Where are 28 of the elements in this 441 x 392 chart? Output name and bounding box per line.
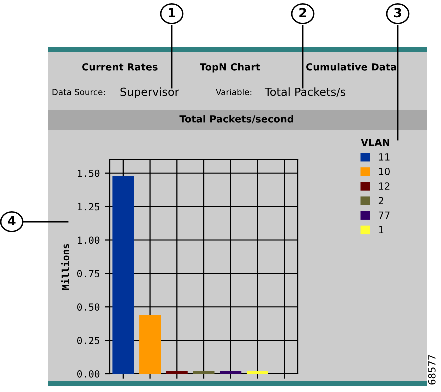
text: 2 <box>300 8 306 18</box>
text: 1 <box>169 8 176 18</box>
legend-label: 11 <box>379 154 390 161</box>
chart-title: Total Packets/second <box>180 115 294 124</box>
text: Supervisor <box>120 88 180 98</box>
y-tick-label: 0.50 <box>77 304 100 311</box>
y-tick-label: 0.25 <box>77 337 100 344</box>
text: Cumulative Data <box>306 63 396 71</box>
legend-label: 12 <box>379 182 390 190</box>
legend-label: 1 <box>379 226 384 234</box>
y-tick-label: 0.75 <box>77 270 100 278</box>
legend-label: 2 <box>378 197 384 204</box>
y-tick-label: 1.00 <box>78 236 100 244</box>
source-note: Data Source: <box>52 89 105 96</box>
text: Variable: <box>216 88 252 96</box>
text: Current Rates <box>82 63 158 71</box>
legend-label: 77 <box>379 212 390 219</box>
y-tick-label: 1.25 <box>78 203 100 211</box>
text: TopN Chart <box>200 63 260 73</box>
legend-label: 10 <box>379 168 390 176</box>
y-axis-title: Millions <box>61 244 70 290</box>
text: 3 <box>394 8 402 18</box>
text: 4 <box>8 216 16 226</box>
y-tick-label: 0.00 <box>77 370 100 378</box>
legend-title: VLAN <box>361 139 390 146</box>
text: Total Packets/s <box>264 88 346 98</box>
text: 68577 <box>428 355 436 385</box>
y-tick-label: 1.50 <box>78 170 100 178</box>
